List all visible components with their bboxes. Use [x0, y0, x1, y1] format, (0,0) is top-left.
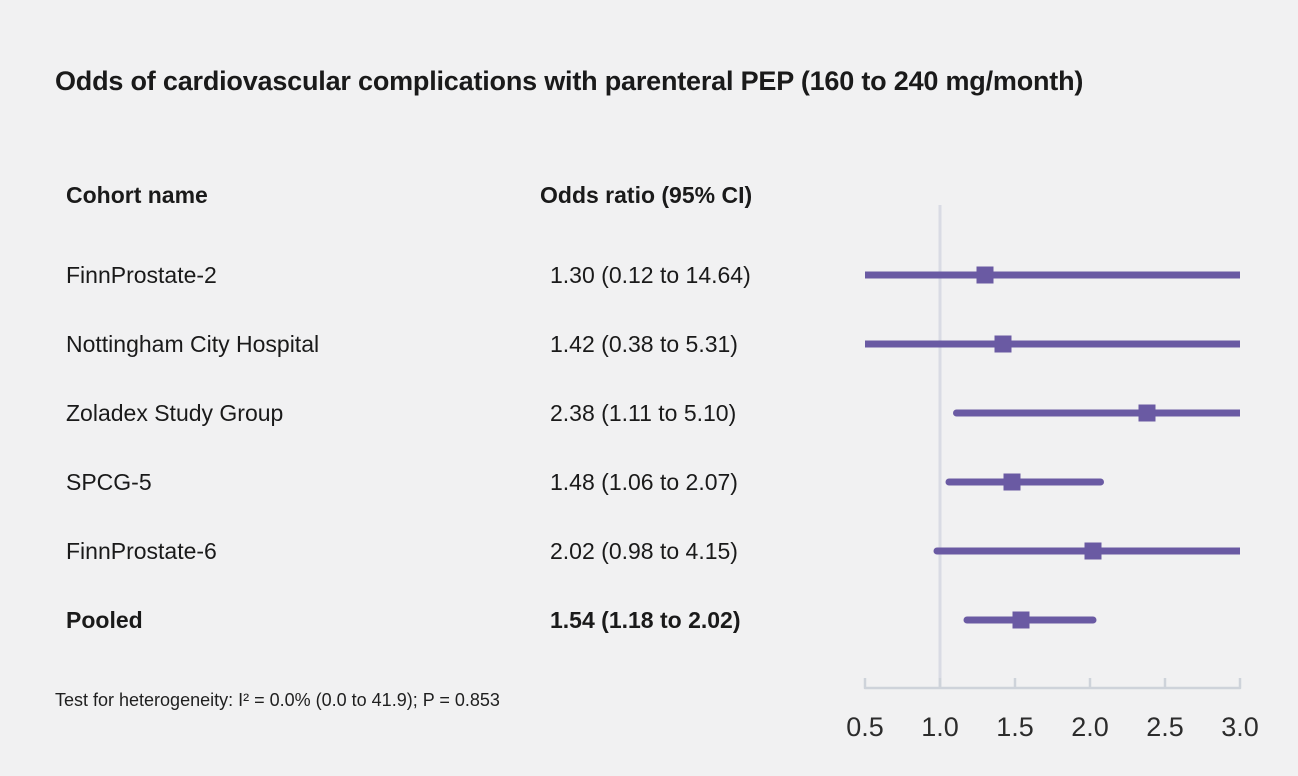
odds-ratio-value: 2.38 (1.11 to 5.10) — [550, 400, 737, 426]
cohort-name: Zoladex Study Group — [66, 400, 284, 426]
cohort-name: FinnProstate-2 — [66, 262, 217, 288]
odds-ratio-value: 1.48 (1.06 to 2.07) — [550, 469, 738, 495]
cohort-name: SPCG-5 — [66, 469, 152, 495]
axis-tick-label: 2.0 — [1071, 712, 1109, 742]
axis-tick-label: 1.0 — [921, 712, 959, 742]
figure-title: Odds of cardiovascular complications wit… — [55, 66, 1084, 96]
point-estimate-marker — [976, 266, 994, 284]
odds-ratio-value: 2.02 (0.98 to 4.15) — [550, 538, 738, 564]
odds-ratio-value: 1.54 (1.18 to 2.02) — [550, 607, 741, 633]
point-estimate-marker — [1084, 542, 1102, 560]
axis-tick-label: 1.5 — [996, 712, 1034, 742]
cohort-name: FinnProstate-6 — [66, 538, 217, 564]
point-estimate-marker — [1138, 404, 1156, 422]
pooled-estimate-marker — [1012, 611, 1030, 629]
x-axis — [863, 678, 1242, 690]
axis-tick-label: 0.5 — [846, 712, 884, 742]
cohort-name: Nottingham City Hospital — [66, 331, 320, 357]
point-estimate-marker — [994, 335, 1012, 353]
cohort-column-header: Cohort name — [66, 182, 208, 208]
odds-ratio-value: 1.42 (0.38 to 5.31) — [550, 331, 738, 357]
axis-tick-label: 2.5 — [1146, 712, 1184, 742]
heterogeneity-footnote: Test for heterogeneity: I² = 0.0% (0.0 t… — [55, 690, 500, 710]
axis-tick-label: 3.0 — [1221, 712, 1259, 742]
point-estimate-marker — [1003, 473, 1021, 491]
cohort-name: Pooled — [66, 607, 143, 633]
odds-ratio-value: 1.30 (0.12 to 14.64) — [550, 262, 751, 288]
odds-ratio-column-header: Odds ratio (95% CI) — [540, 182, 753, 208]
